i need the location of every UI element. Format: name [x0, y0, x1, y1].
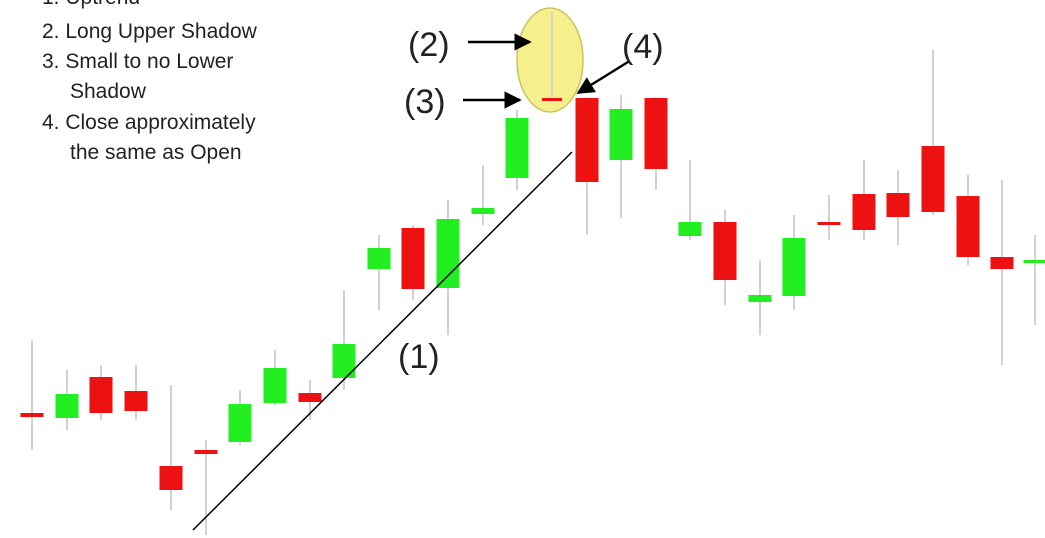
candle-body [990, 257, 1014, 269]
candle-body [956, 196, 980, 257]
candle-body [89, 377, 113, 413]
legend-item: 4. Close approximately [42, 111, 256, 134]
candle-body [782, 238, 806, 296]
label: (4) [622, 28, 664, 66]
candle-body [575, 98, 599, 182]
candle-body [505, 118, 529, 178]
candle-body [124, 391, 148, 411]
candle-body [332, 344, 356, 378]
legend-item: Shadow [70, 80, 147, 103]
highlight [516, 7, 584, 113]
candle-body [644, 98, 668, 169]
candle-body [367, 248, 391, 269]
candle-body [228, 404, 252, 442]
legend-item: 2. Long Upper Shadow [42, 20, 258, 43]
candle-body [542, 98, 562, 101]
candle-body [298, 393, 322, 402]
candle-body [817, 222, 841, 225]
candle-body [609, 109, 633, 160]
legend-item: the same as Open [70, 141, 242, 164]
trend-line [192, 151, 573, 531]
candle-body [748, 295, 772, 302]
legend: 1. Uptrend 2. Long Upper Shadow 3. Small… [42, 0, 258, 164]
label: (3) [404, 83, 446, 121]
candle-body [159, 466, 183, 490]
candle-body [55, 394, 79, 418]
arrow [576, 60, 629, 95]
candle-body [20, 413, 44, 417]
candle-body [852, 194, 876, 230]
candle-body [263, 368, 287, 403]
candle-body [713, 222, 737, 280]
candle-body [471, 208, 495, 214]
candle-body [436, 219, 460, 288]
candle-body [921, 146, 945, 212]
candle-body [194, 450, 218, 454]
legend-item: 3. Small to no Lower [42, 50, 233, 73]
legend-item: 1. Uptrend [42, 0, 140, 9]
candle-body [678, 222, 702, 236]
label: (2) [408, 26, 450, 64]
candle-body [886, 193, 910, 217]
candle-body [401, 228, 425, 289]
label: (1) [398, 338, 440, 376]
candle-body [1023, 260, 1045, 263]
